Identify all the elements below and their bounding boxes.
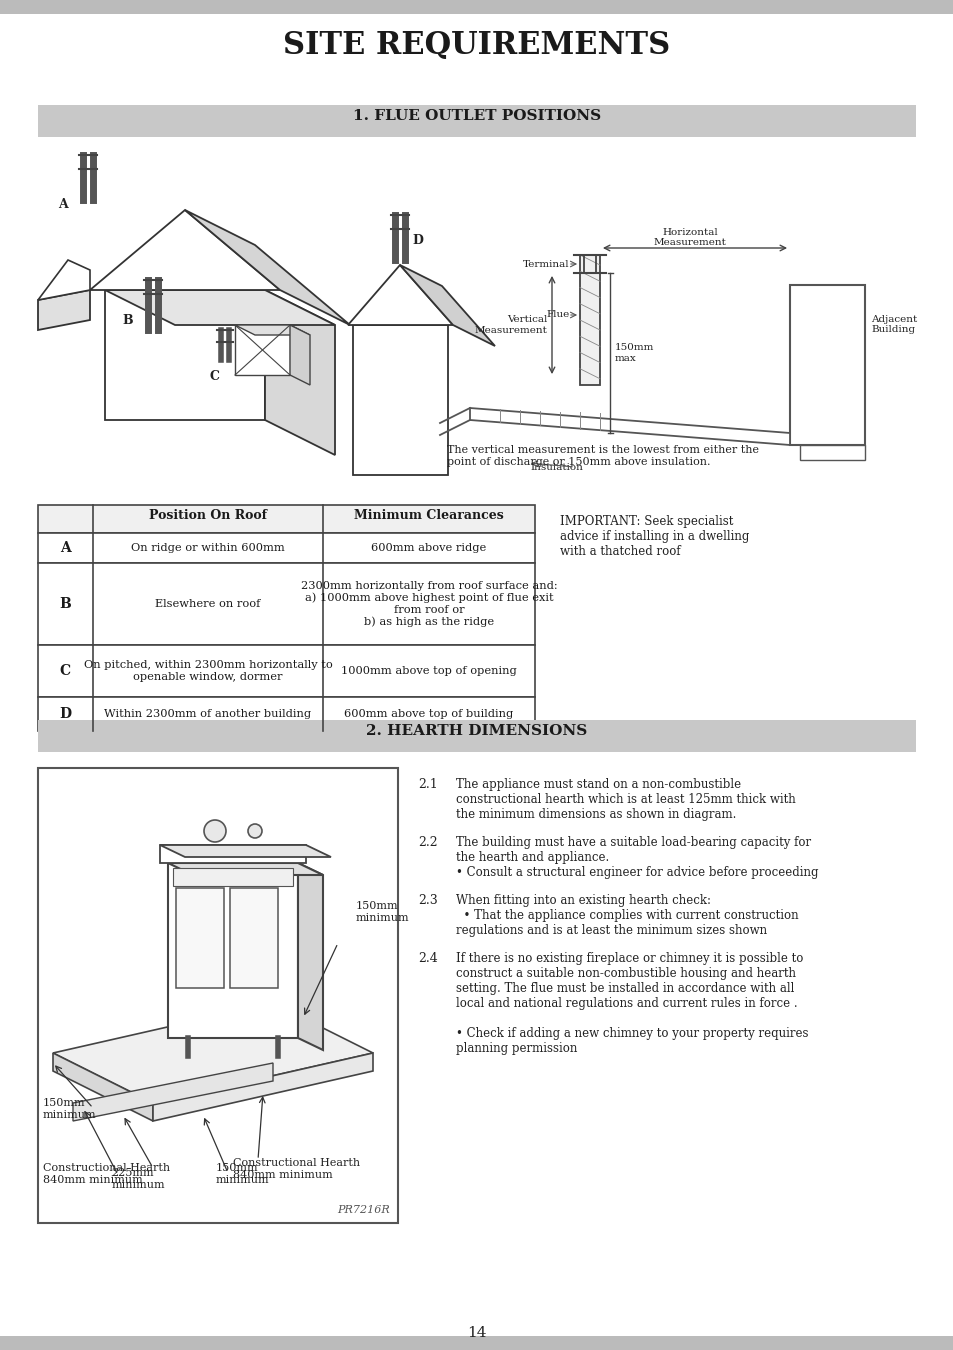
Polygon shape <box>470 408 789 446</box>
Bar <box>38 563 535 645</box>
Text: 2300mm horizontally from roof surface and:
a) 1000mm above highest point of flue: 2300mm horizontally from roof surface an… <box>300 580 557 626</box>
Polygon shape <box>160 845 331 857</box>
Text: IMPORTANT: Seek specialist
advice if installing in a dwelling
with a thatched ro: IMPORTANT: Seek specialist advice if ins… <box>559 514 749 558</box>
Bar <box>789 285 864 446</box>
Text: 150mm
minimum: 150mm minimum <box>215 1162 270 1184</box>
Text: 225mm
minimum: 225mm minimum <box>112 1168 165 1189</box>
Bar <box>230 888 277 988</box>
Text: 150mm
max: 150mm max <box>615 343 654 363</box>
Text: 1. FLUE OUTLET POSITIONS: 1. FLUE OUTLET POSITIONS <box>353 109 600 123</box>
Polygon shape <box>160 845 306 863</box>
Bar <box>175 888 224 988</box>
Text: 2.2: 2.2 <box>417 836 437 849</box>
Polygon shape <box>290 325 310 385</box>
Text: When fitting into an existing hearth check:
  • That the appliance complies with: When fitting into an existing hearth che… <box>456 894 798 937</box>
Text: The building must have a suitable load-bearing capacity for
the hearth and appli: The building must have a suitable load-b… <box>456 836 818 879</box>
Polygon shape <box>105 290 335 325</box>
Text: C: C <box>210 370 220 383</box>
Text: D: D <box>59 707 71 721</box>
Text: On ridge or within 600mm: On ridge or within 600mm <box>131 543 285 554</box>
Polygon shape <box>38 290 90 329</box>
Polygon shape <box>234 325 310 335</box>
Polygon shape <box>265 290 335 455</box>
Text: 1000mm above top of opening: 1000mm above top of opening <box>341 666 517 676</box>
Polygon shape <box>90 211 280 290</box>
Text: B: B <box>59 597 71 612</box>
Bar <box>0 1336 953 1350</box>
Polygon shape <box>168 863 297 1038</box>
Polygon shape <box>353 325 448 475</box>
Bar <box>800 446 864 460</box>
Text: The vertical measurement is the lowest from either the
point of discharge or 150: The vertical measurement is the lowest f… <box>447 446 759 467</box>
Polygon shape <box>168 863 323 875</box>
Polygon shape <box>297 863 323 1050</box>
Text: Constructional Hearth
840mm minimum: Constructional Hearth 840mm minimum <box>43 1162 170 1184</box>
Bar <box>0 0 953 14</box>
Text: Horizontal
Measurement: Horizontal Measurement <box>653 228 725 247</box>
Text: A: A <box>58 198 68 212</box>
Text: If there is no existing fireplace or chimney it is possible to
construct a suita: If there is no existing fireplace or chi… <box>456 952 807 1054</box>
Text: 600mm above top of building: 600mm above top of building <box>344 709 513 720</box>
Text: 2. HEARTH DIMENSIONS: 2. HEARTH DIMENSIONS <box>366 724 587 738</box>
Polygon shape <box>53 1053 152 1120</box>
Polygon shape <box>105 290 265 420</box>
Circle shape <box>248 824 262 838</box>
Polygon shape <box>185 211 350 325</box>
Text: Position On Roof: Position On Roof <box>149 509 267 522</box>
Text: PR7216R: PR7216R <box>337 1206 390 1215</box>
Polygon shape <box>399 265 495 346</box>
Text: 2.4: 2.4 <box>417 952 437 965</box>
Text: Terminal: Terminal <box>523 261 569 269</box>
Polygon shape <box>73 1062 273 1120</box>
Bar <box>38 505 535 533</box>
Text: 14: 14 <box>467 1326 486 1341</box>
Polygon shape <box>38 261 90 300</box>
Text: Elsewhere on roof: Elsewhere on roof <box>155 599 260 609</box>
Text: SITE REQUIREMENTS: SITE REQUIREMENTS <box>283 30 670 61</box>
Text: Adjacent
Building: Adjacent Building <box>870 315 916 335</box>
Text: 2.1: 2.1 <box>417 778 437 791</box>
Text: Within 2300mm of another building: Within 2300mm of another building <box>104 709 312 720</box>
Bar <box>38 720 915 752</box>
Text: Vertical
Measurement: Vertical Measurement <box>474 316 546 335</box>
Text: Constructional Hearth
840mm minimum: Constructional Hearth 840mm minimum <box>233 1158 359 1180</box>
Bar <box>38 768 397 1223</box>
Text: Flue: Flue <box>546 310 569 319</box>
Text: A: A <box>59 541 71 555</box>
Bar <box>579 255 599 385</box>
Text: D: D <box>412 234 422 247</box>
Polygon shape <box>348 265 453 325</box>
Text: Insulation: Insulation <box>530 463 582 472</box>
Polygon shape <box>152 1053 373 1120</box>
Text: On pitched, within 2300mm horizontally to
openable window, dormer: On pitched, within 2300mm horizontally t… <box>84 660 332 682</box>
Text: 2.3: 2.3 <box>417 894 437 907</box>
Polygon shape <box>234 325 290 375</box>
Bar <box>38 533 535 563</box>
Bar <box>172 868 293 886</box>
Circle shape <box>204 819 226 842</box>
Text: 600mm above ridge: 600mm above ridge <box>371 543 486 554</box>
Text: C: C <box>59 664 71 678</box>
Bar <box>38 697 535 730</box>
Bar <box>38 105 915 136</box>
Polygon shape <box>53 1003 373 1103</box>
Text: Minimum Clearances: Minimum Clearances <box>354 509 503 522</box>
Text: 150mm
minimum: 150mm minimum <box>43 1098 96 1119</box>
Bar <box>38 645 535 697</box>
Text: B: B <box>122 313 132 327</box>
Text: 150mm
minimum: 150mm minimum <box>355 902 409 923</box>
Text: The appliance must stand on a non-combustible
constructional hearth which is at : The appliance must stand on a non-combus… <box>456 778 795 821</box>
